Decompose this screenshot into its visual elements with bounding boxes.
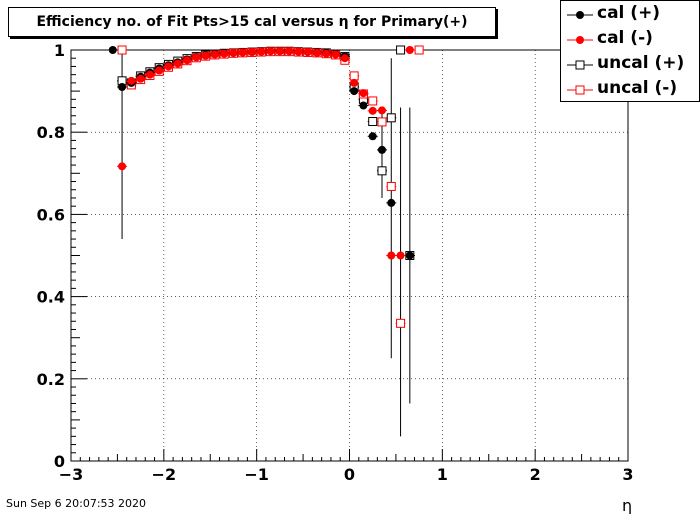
- x-tick-label: 3: [622, 465, 633, 484]
- x-tick-label: −3: [59, 465, 84, 484]
- data-point-circle: [118, 82, 127, 91]
- data-point-square: [377, 166, 387, 176]
- data-point-circle: [173, 59, 182, 68]
- grid-lines: [70, 49, 629, 462]
- legend-entry: cal (+): [561, 3, 700, 27]
- data-points: [107, 45, 425, 328]
- data-point-circle: [368, 132, 377, 141]
- data-point-circle: [340, 54, 349, 63]
- data-point-circle: [359, 89, 368, 98]
- legend: cal (+) cal (-) uncal (+) uncal (-): [560, 0, 700, 102]
- legend-label: cal (-): [597, 28, 653, 48]
- data-point-circle: [405, 251, 414, 260]
- legend-marker-open-square-black: [567, 60, 593, 70]
- data-point-circle: [313, 48, 322, 57]
- data-point-circle: [387, 251, 396, 260]
- data-point-circle: [210, 50, 219, 59]
- data-point-square: [396, 45, 406, 55]
- y-tick-label: 0.2: [37, 370, 65, 389]
- axes: [70, 49, 629, 462]
- tick-labels: −3 −2 −1 0 1 2 3 0 0.2 0.4 0.6 0.8 1: [37, 41, 634, 484]
- data-point-circle: [359, 101, 368, 110]
- legend-label: cal (+): [597, 3, 661, 23]
- data-point-circle: [294, 47, 303, 56]
- legend-entry: cal (-): [561, 28, 700, 52]
- data-point-circle: [183, 56, 192, 65]
- legend-marker-filled-circle-black: [567, 11, 593, 19]
- data-point-circle: [127, 76, 136, 85]
- data-point-circle: [377, 106, 386, 115]
- y-tick-label: 0.4: [37, 288, 65, 307]
- data-point-square: [386, 113, 396, 123]
- y-tick-label: 1: [54, 41, 65, 60]
- data-point-square: [368, 117, 378, 127]
- legend-marker-filled-circle-red: [567, 36, 593, 44]
- chart-title-box: Efficiency no. of Fit Pts>15 cal versus …: [8, 7, 496, 37]
- x-tick-label: 0: [344, 465, 355, 484]
- x-tick-label: 2: [530, 465, 541, 484]
- data-point-circle: [220, 49, 229, 58]
- data-point-circle: [257, 47, 266, 56]
- data-point-circle: [164, 62, 173, 71]
- data-point-circle: [238, 48, 247, 57]
- data-point-circle: [275, 47, 284, 56]
- data-point-circle: [136, 74, 145, 83]
- data-point-square: [396, 318, 406, 328]
- data-point-circle: [155, 66, 164, 75]
- data-point-circle: [248, 48, 257, 57]
- data-point-circle: [201, 51, 210, 60]
- data-point-circle: [350, 87, 359, 96]
- data-point-square: [377, 117, 387, 127]
- legend-label: uncal (-): [597, 78, 678, 98]
- data-point-square: [386, 181, 396, 191]
- legend-entry: uncal (-): [561, 78, 700, 102]
- error-bars: [121, 50, 411, 437]
- data-point-circle: [322, 49, 331, 58]
- data-point-circle: [387, 198, 396, 207]
- data-point-square: [368, 96, 378, 106]
- legend-label: uncal (+): [597, 53, 685, 73]
- y-tick-label: 0.6: [37, 205, 65, 224]
- data-point-circle: [229, 48, 238, 57]
- data-point-circle: [368, 106, 377, 115]
- y-tick-label: 0: [54, 452, 65, 471]
- data-point-circle: [331, 50, 340, 59]
- data-point-circle: [266, 47, 275, 56]
- legend-marker-open-square-red: [567, 85, 593, 95]
- data-point-circle: [118, 162, 127, 171]
- chart-title: Efficiency no. of Fit Pts>15 cal versus …: [36, 14, 468, 30]
- data-point-circle: [303, 48, 312, 57]
- x-tick-label: 1: [437, 465, 448, 484]
- data-point-circle: [350, 78, 359, 87]
- legend-entry: uncal (+): [561, 53, 700, 77]
- y-tick-label: 0.8: [37, 123, 65, 142]
- data-point-circle: [192, 53, 201, 62]
- data-point-circle: [108, 46, 117, 54]
- data-point-circle: [405, 46, 414, 54]
- data-point-square: [349, 71, 359, 81]
- timestamp: Sun Sep 6 20:07:53 2020: [6, 497, 147, 510]
- data-point-square: [414, 45, 424, 55]
- data-point-circle: [145, 70, 154, 79]
- x-tick-label: −1: [244, 465, 269, 484]
- plot-frame: [70, 49, 629, 462]
- x-axis-label: η: [622, 496, 632, 514]
- data-point-circle: [396, 251, 405, 260]
- data-point-circle: [377, 145, 386, 154]
- data-point-square: [117, 45, 127, 55]
- x-tick-label: −2: [152, 465, 177, 484]
- data-point-circle: [285, 47, 294, 56]
